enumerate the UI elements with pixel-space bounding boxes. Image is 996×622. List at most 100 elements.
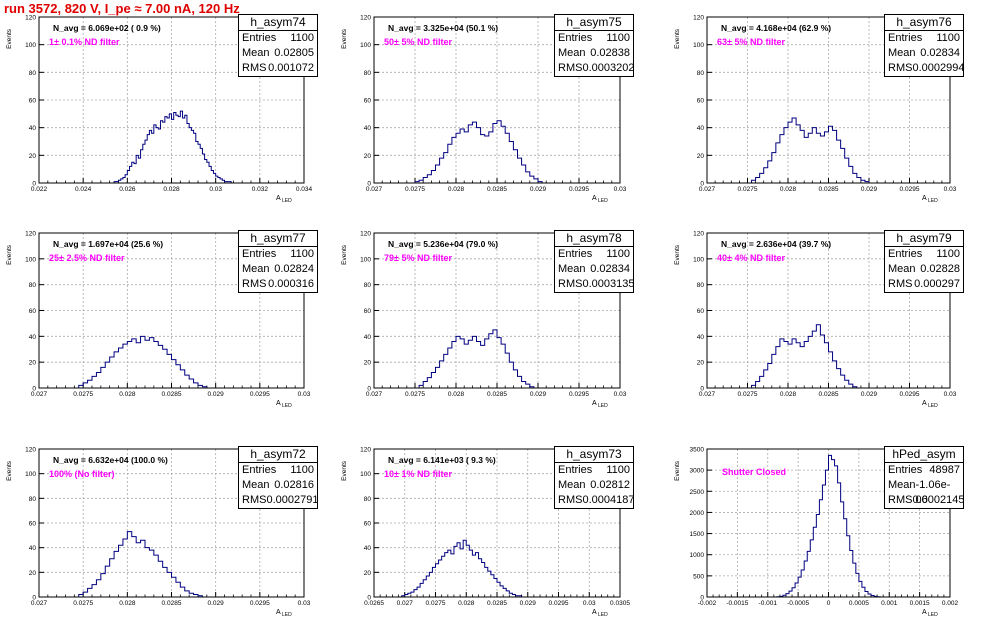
histogram-panel: -0.002 -0.0015 -0.001 -0.0005 0 0.0005 0.001 0.… [674,446,964,619]
stats-row: Entries 48987 [885,463,963,478]
histogram-panel: 0.027 0.0275 0.028 0.0285 0.029 0.0295 0.03 0 20… [341,230,634,409]
x-axis-title: A [922,400,927,407]
x-tick-label: 0.0285 [487,391,507,398]
stats-value: 0.02834 [920,47,960,59]
stats-label: RMS [558,494,583,506]
y-tick-label: 20 [364,570,372,577]
stats-label: RMS [558,278,583,290]
stats-label: Entries [558,32,593,44]
stats-value: 0.02812 [590,479,630,491]
x-tick-label: -0.0015 [726,600,748,607]
x-axis-title-subscript: LED [282,403,292,409]
stats-box-title: h_asym78 [555,231,633,247]
y-tick-label: 20 [29,360,37,367]
stats-box: h_asym73 Entries 1100 Mean 0.02812 RMS 0.00041… [554,446,634,509]
stats-value: 0.000316 [268,278,314,290]
y-tick-label: 40 [29,334,37,341]
stats-value: 0.02838 [590,47,630,59]
histogram-series [74,531,207,598]
y-tick-label: 0 [32,181,36,188]
x-tick-label: 0.0295 [250,600,270,607]
filter-label: 100% (No filter) [49,469,115,479]
stats-row: Entries 1100 [885,247,963,262]
x-tick-label: 0.0275 [426,600,446,607]
y-tick-label: 2000 [690,510,705,517]
x-tick-label: 0.027 [699,186,716,193]
stats-row: Mean 0.02828 [885,262,963,277]
x-tick-label: 0.032 [252,186,269,193]
filter-label: 25± 2.5% ND filter [49,253,125,263]
x-tick-label: 0.029 [861,186,878,193]
page-title: run 3572, 820 V, I_pe ≈ 7.00 nA, 120 Hz [4,1,240,16]
x-axis-title-subscript: LED [928,612,938,618]
y-tick-label: 2500 [690,489,705,496]
plot-frame [373,448,621,598]
x-axis-title: A [276,195,281,202]
stats-label: Entries [888,464,923,476]
y-axis-title: Events [341,28,348,49]
stats-box-title: h_asym74 [239,15,317,31]
x-tick-label: 0.0265 [364,600,384,607]
x-tick-label: 0.0285 [162,391,182,398]
histogram-svg: -0.002 -0.0015 -0.001 -0.0005 0 0.0005 0.001 0.… [674,447,959,619]
x-tick-label: 0.034 [296,186,313,193]
x-tick-label: 0.028 [448,391,465,398]
x-axis-title-subscript: LED [282,198,292,204]
x-axis-title-subscript: LED [928,403,938,409]
x-tick-label: 0.029 [861,391,878,398]
y-tick-label: 500 [693,573,704,580]
stats-box: h_asym79 Entries 1100 Mean 0.02828 RMS 0.00029… [884,230,964,293]
x-tick-label: 0.0285 [487,600,507,607]
x-tick-label: 0.0295 [569,186,589,193]
stats-box-title: h_asym79 [885,231,963,247]
stats-label: Mean [558,47,586,59]
navg-annotation: N_avg = 6.069e+02 ( 0.9 %) [53,23,161,33]
x-tick-label: -0.0005 [787,600,809,607]
y-axis-title: Events [6,28,13,49]
stats-label: Entries [888,32,923,44]
y-tick-label: 120 [25,15,36,22]
plot-frame [38,232,305,389]
x-tick-label: 0.0285 [487,186,507,193]
filter-label: 50± 5% ND filter [384,37,452,47]
y-tick-label: 80 [29,496,37,503]
stats-row: Mean 0.02805 [239,46,317,61]
stats-row: RMS 0.000316 [239,277,317,292]
stats-label: RMS [242,62,267,74]
x-tick-label: 0.029 [208,391,225,398]
stats-row: RMS 0.0004187 [555,493,634,508]
y-tick-label: 60 [697,308,705,315]
stats-row: Mean 0.02838 [555,46,633,61]
stats-value: 0.02816 [274,479,314,491]
x-axis-title-subscript: LED [598,198,608,204]
x-tick-label: 0.028 [163,186,180,193]
y-tick-label: 40 [364,125,372,132]
stats-box-title: h_asym73 [555,447,633,463]
filter-label: 40± 4% ND filter [717,253,785,263]
y-tick-label: 1500 [690,531,705,538]
stats-row: Mean 0.02812 [555,478,633,493]
x-tick-label: 0.028 [458,600,475,607]
histogram-series [74,335,212,389]
y-tick-label: 100 [25,42,36,49]
histogram-series [111,110,234,184]
y-tick-label: 0 [367,595,371,602]
histogram-series [773,454,884,598]
plot-frame [706,232,951,389]
y-tick-label: 20 [364,153,372,160]
histogram-panel: 0.022 0.024 0.026 0.028 0.03 0.032 0.034 0 20 40 6… [6,14,318,204]
stats-value: 48987 [929,464,960,476]
x-axis-title-subscript: LED [598,612,608,618]
y-tick-label: 60 [364,98,372,105]
stats-label: Mean [242,263,270,275]
x-tick-label: 0.027 [366,391,383,398]
navg-annotation: N_avg = 3.325e+04 (50.1 %) [388,23,499,33]
x-tick-label: 0.029 [530,391,547,398]
y-tick-label: 20 [29,153,37,160]
filter-label: Shutter Closed [722,467,787,477]
stats-label: Mean [888,479,916,491]
x-tick-label: 0.03 [298,391,311,398]
stats-label: RMS [888,494,913,506]
x-tick-label: 0.03 [614,391,627,398]
x-tick-label: 0.028 [780,391,797,398]
